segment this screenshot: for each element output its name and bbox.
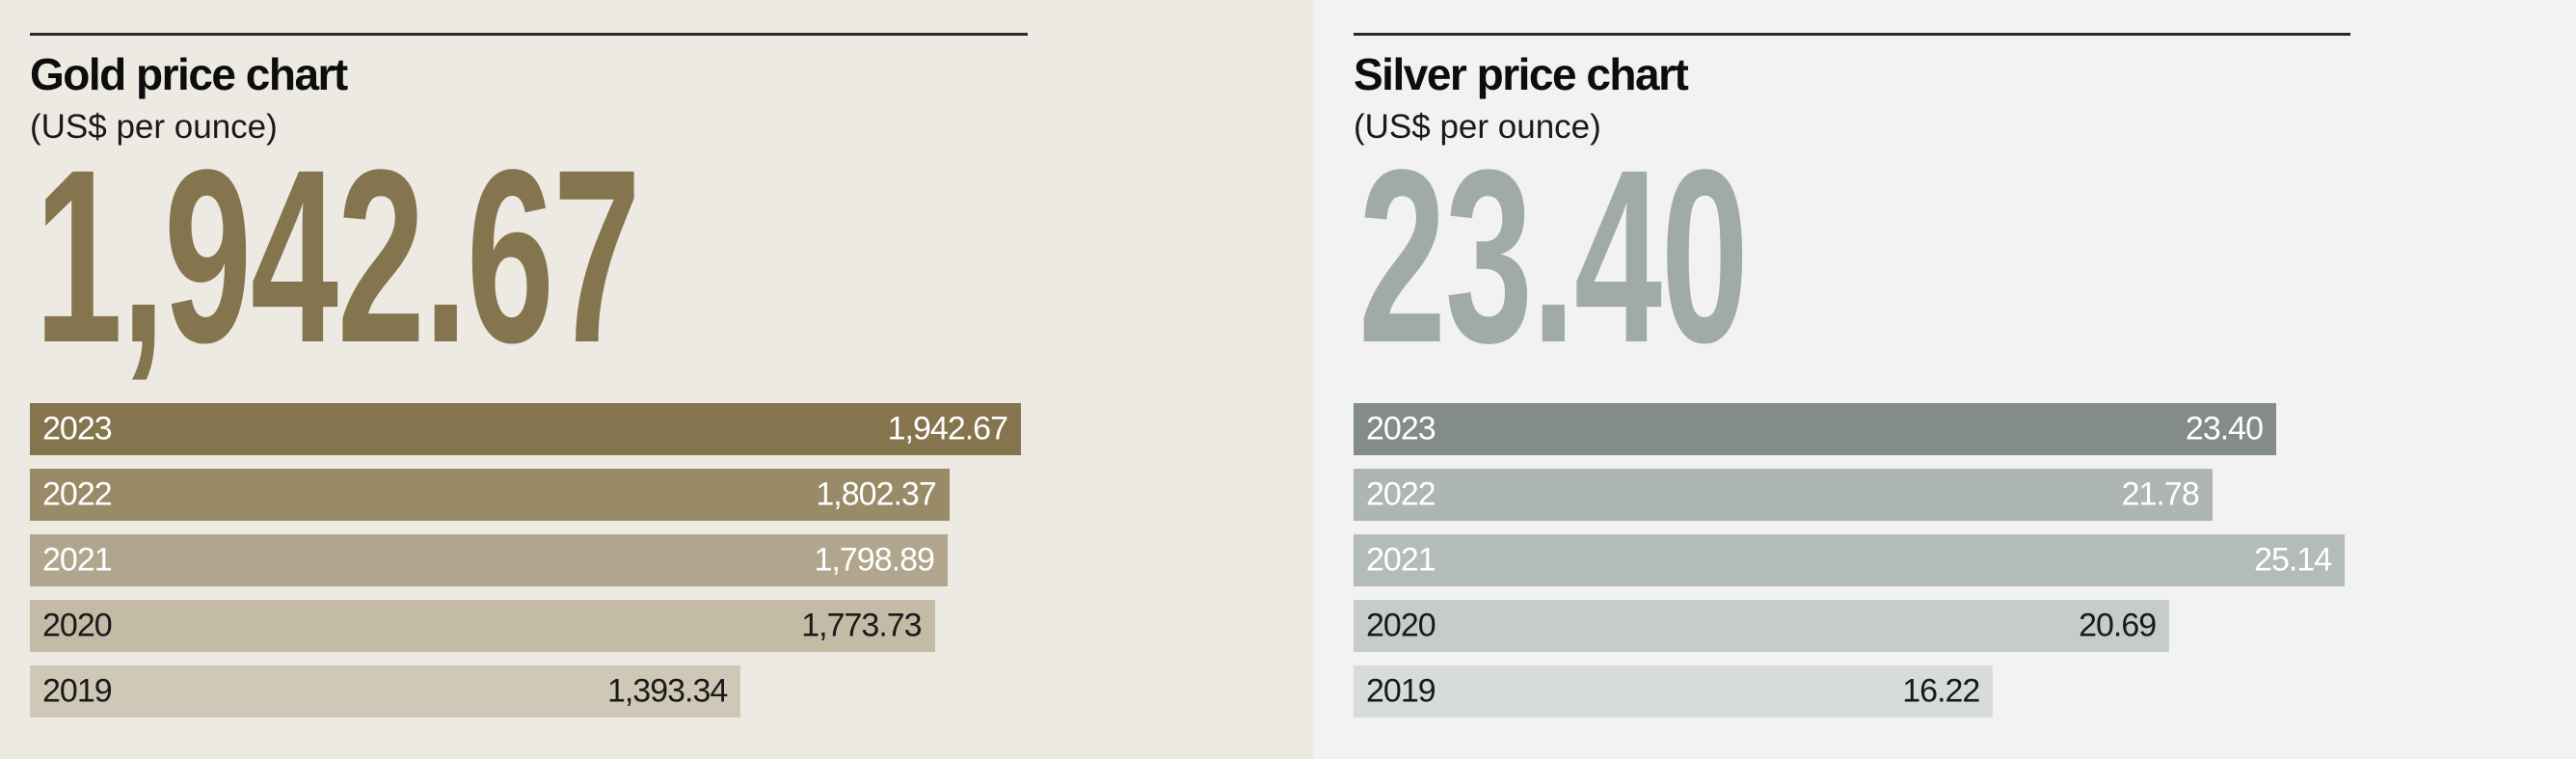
bar-2022: 2022 21.78: [1354, 469, 2213, 521]
bar-category-label: 2022: [1366, 475, 1436, 513]
bar-2023: 2023 23.40: [1354, 403, 2276, 455]
bar-category-label: 2021: [42, 541, 113, 579]
bar-2020: 2020 20.69: [1354, 600, 2170, 652]
bar-category-label: 2023: [42, 410, 113, 447]
bar-value-label: 1,942.67: [887, 410, 1008, 447]
headline-value: 23.40: [1358, 119, 1749, 394]
bar-list: 2023 1,942.67 2022 1,802.37 2021 1,798.89 2020…: [0, 403, 1314, 721]
bar-category-label: 2021: [1366, 541, 1436, 579]
bar-2023: 2023 1,942.67: [30, 403, 1021, 455]
bar-value-label: 1,798.89: [814, 541, 935, 579]
bar-value-label: 1,393.34: [606, 672, 728, 710]
bar-value-label: 20.69: [2079, 607, 2157, 644]
bar-value-label: 16.22: [1902, 672, 1980, 710]
bar-list: 2023 23.40 2022 21.78 2021 25.14 2020 20.69 2019…: [1314, 403, 2576, 721]
bar-2019: 2019 1,393.34: [30, 665, 741, 718]
bar-category-label: 2019: [1366, 672, 1436, 710]
bar-value-label: 25.14: [2254, 541, 2332, 579]
bar-2020: 2020 1,773.73: [30, 600, 935, 652]
bar-category-label: 2020: [1366, 607, 1436, 644]
bar-value-label: 1,773.73: [801, 607, 922, 644]
bar-2022: 2022 1,802.37: [30, 469, 950, 521]
top-rule: [1354, 33, 2350, 36]
bar-2019: 2019 16.22: [1354, 665, 1994, 718]
bar-category-label: 2022: [42, 475, 113, 513]
headline-value: 1,942.67: [35, 119, 641, 394]
bar-2021: 2021 25.14: [1354, 534, 2346, 586]
chart-subtitle: (US$ per ounce): [30, 108, 278, 146]
bar-value-label: 1,802.37: [816, 475, 936, 513]
chart-subtitle: (US$ per ounce): [1354, 108, 1601, 146]
gold-panel: Gold price chart (US$ per ounce) 1,942.6…: [0, 0, 1314, 759]
bar-value-label: 21.78: [2121, 475, 2200, 513]
bar-category-label: 2019: [42, 672, 113, 710]
chart-title: Gold price chart: [30, 49, 348, 99]
bar-2021: 2021 1,798.89: [30, 534, 948, 586]
bar-value-label: 23.40: [2185, 410, 2264, 447]
bar-category-label: 2023: [1366, 410, 1436, 447]
bar-category-label: 2020: [42, 607, 113, 644]
silver-panel: Silver price chart (US$ per ounce) 23.40…: [1314, 0, 2576, 759]
top-rule: [30, 33, 1028, 36]
chart-title: Silver price chart: [1354, 49, 1689, 99]
